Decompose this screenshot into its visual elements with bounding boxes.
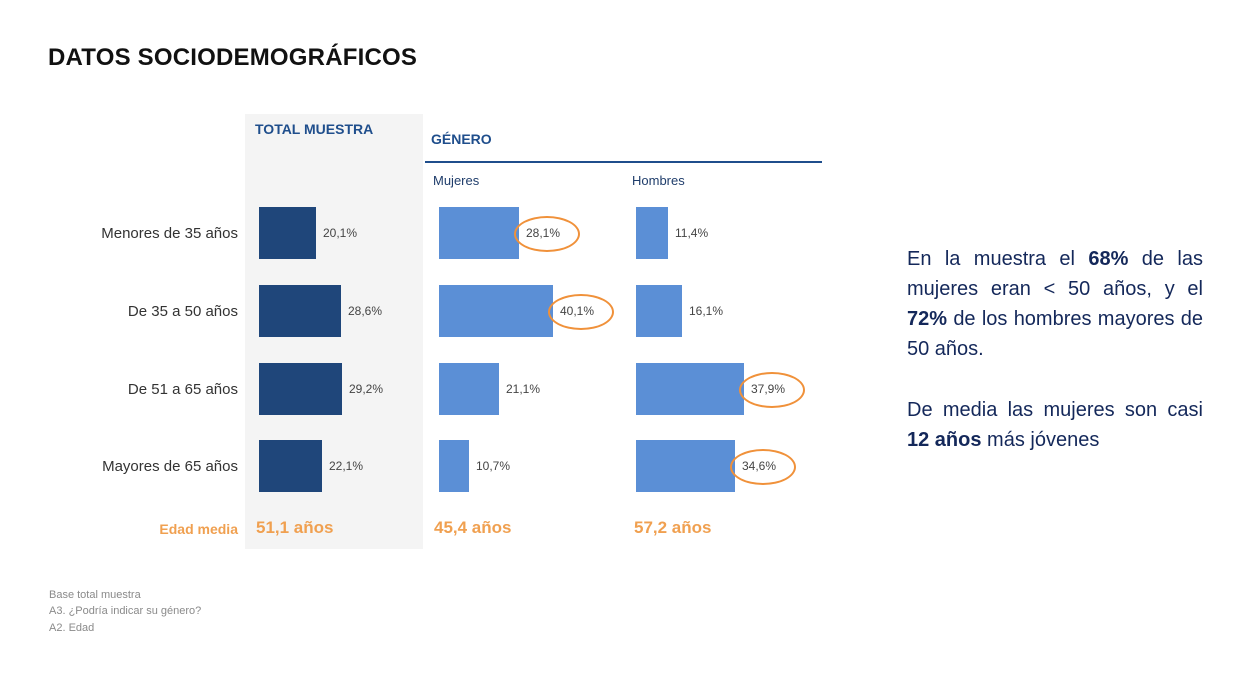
value-label-total-muestra-4: 22,1% [329,459,364,473]
row-label-mayores-de-65-a-os: Mayores de 65 años [102,458,238,475]
edad-media-mujeres: 45,4 años [434,518,512,537]
total-header: TOTAL MUESTRA [255,121,374,137]
value-label-total-muestra-2: 28,6% [348,304,383,318]
value-label-total-muestra-3: 29,2% [349,382,384,396]
value-label-mujeres-1: 28,1% [526,226,561,240]
value-label-hombres-4: 34,6% [742,459,777,473]
row-label-de-35-a-50-a-os: De 35 a 50 años [127,303,238,320]
bar-mujeres-2 [439,285,553,337]
row-label-de-51-a-65-a-os: De 51 a 65 años [127,381,238,398]
note-paragraph-1: En la muestra el 68% de las mujeres eran… [907,248,1203,360]
value-label-hombres-2: 16,1% [689,304,724,318]
bar-hombres-4 [636,440,735,492]
edad-media-label: Edad media [159,521,238,537]
value-label-mujeres-2: 40,1% [560,304,595,318]
bar-hombres-3 [636,363,744,415]
page-title: DATOS SOCIODEMOGRÁFICOS [48,44,418,71]
value-label-mujeres-3: 21,1% [506,382,541,396]
mujeres-subheader: Mujeres [433,173,480,188]
bar-total-muestra-2 [259,285,341,337]
edad-media-total: 51,1 años [256,518,334,537]
bar-mujeres-3 [439,363,499,415]
edad-media-hombres: 57,2 años [634,518,712,537]
bar-mujeres-4 [439,440,469,492]
bar-total-muestra-4 [259,440,322,492]
genero-header: GÉNERO [431,131,492,147]
bar-mujeres-1 [439,207,519,259]
bar-hombres-2 [636,285,682,337]
bar-hombres-1 [636,207,668,259]
value-label-mujeres-4: 10,7% [476,459,511,473]
row-label-menores-de-35-a-os: Menores de 35 años [101,225,238,242]
note-paragraph-2: De media las mujeres son casi 12 años má… [907,399,1203,451]
footnote-genero-question: A3. ¿Podría indicar su género? [49,605,202,617]
value-label-hombres-3: 37,9% [751,382,786,396]
footnote-edad-question: A2. Edad [49,622,95,634]
value-label-hombres-1: 11,4% [675,226,709,240]
bar-total-muestra-3 [259,363,342,415]
footnote-base: Base total muestra [49,589,141,601]
genero-underline [425,161,822,163]
hombres-subheader: Hombres [632,173,685,188]
bar-total-muestra-1 [259,207,316,259]
value-label-total-muestra-1: 20,1% [323,226,358,240]
